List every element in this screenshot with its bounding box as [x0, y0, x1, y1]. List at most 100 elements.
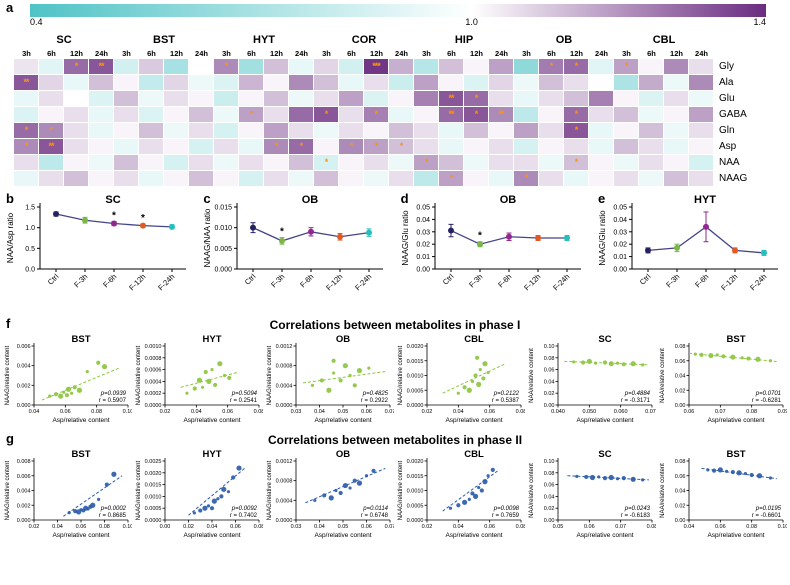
timepoint-header: 12h	[270, 49, 283, 58]
heatmap-cell	[389, 75, 414, 91]
panel-label-f: f	[6, 316, 11, 331]
svg-text:0.08: 0.08	[254, 409, 263, 415]
panel-label-b: b	[6, 191, 14, 206]
svg-text:0.040: 0.040	[551, 409, 565, 415]
phase2-scatter-row: 0.000 0.002 0.004 0.006 0.008 0.02 0.04 0.06 0.0…	[0, 448, 790, 544]
svg-text:0.0000: 0.0000	[276, 518, 293, 524]
heatmap-cell	[264, 75, 289, 91]
svg-text:p=0.4884: p=0.4884	[624, 391, 651, 397]
heatmap-cell	[214, 139, 239, 155]
timepoint-header: 3h	[322, 49, 331, 58]
svg-text:0.06: 0.06	[715, 524, 726, 530]
svg-text:SC: SC	[105, 194, 120, 206]
heatmap-cell	[639, 91, 664, 107]
heatmap-cell	[339, 171, 364, 187]
svg-text:0.05: 0.05	[553, 524, 564, 530]
timepoint-header: 24h	[95, 49, 108, 58]
heatmap-cell	[189, 155, 214, 171]
heatmap-cell: *	[439, 171, 464, 187]
svg-text:0.04: 0.04	[453, 524, 464, 530]
heatmap-cell: *	[289, 139, 314, 155]
svg-text:F-24h: F-24h	[551, 272, 571, 292]
svg-text:0.10: 0.10	[778, 524, 787, 530]
heatmap-cell	[114, 171, 139, 187]
heatmap-cell: *	[414, 155, 439, 171]
timepoint-header: 12h	[470, 49, 483, 58]
region-header-hip: HIP	[454, 34, 474, 46]
svg-text:0.070: 0.070	[645, 409, 656, 415]
heatmap-cell	[514, 59, 539, 75]
svg-text:0.02: 0.02	[422, 524, 433, 530]
svg-text:0.02: 0.02	[544, 391, 555, 397]
svg-text:r = 0.7402: r = 0.7402	[230, 513, 258, 519]
svg-text:OB: OB	[336, 449, 350, 460]
svg-text:r = 0.8685: r = 0.8685	[99, 513, 127, 519]
heatmap-cell	[439, 155, 464, 171]
svg-text:0.10: 0.10	[123, 409, 132, 415]
heatmap-cell	[214, 75, 239, 91]
heatmap-cell	[414, 107, 439, 123]
colorbar-mid-label: 1.0	[465, 17, 478, 27]
heatmap-cell	[214, 107, 239, 123]
svg-text:0.06: 0.06	[544, 368, 555, 374]
heatmap-cell: ***	[364, 59, 389, 75]
svg-text:F-6h: F-6h	[693, 272, 710, 289]
svg-text:F-12h: F-12h	[325, 272, 345, 292]
heatmap-cell: *	[14, 123, 39, 139]
heatmap-cell	[489, 59, 514, 75]
heatmap-cell	[39, 75, 64, 91]
svg-text:0.0015: 0.0015	[407, 474, 424, 480]
svg-text:0.002: 0.002	[17, 503, 31, 509]
svg-text:0.06: 0.06	[675, 474, 686, 480]
svg-text:r = -0.6183: r = -0.6183	[621, 513, 651, 519]
significance-star: *	[574, 157, 579, 167]
significance-star: *	[449, 173, 454, 183]
heatmap-cell	[389, 107, 414, 123]
timepoint-header: 3h	[122, 49, 131, 58]
heatmap-cell	[614, 139, 639, 155]
metabolite-row-label: Gly	[719, 61, 734, 72]
svg-text:0.04: 0.04	[675, 374, 686, 380]
svg-text:NAAG/relative content: NAAG/relative content	[398, 460, 404, 520]
svg-text:0.02: 0.02	[675, 503, 686, 509]
svg-text:0.07: 0.07	[385, 409, 394, 415]
svg-text:BST: BST	[727, 334, 746, 345]
svg-text:0.002: 0.002	[17, 383, 31, 389]
heatmap-row-gln: * * * Gln	[14, 123, 790, 139]
svg-text:0.05: 0.05	[338, 524, 349, 530]
svg-text:F-3h: F-3h	[664, 272, 681, 289]
heatmap-cell	[39, 107, 64, 123]
timepoint-header: 6h	[547, 49, 556, 58]
scatter-f-ob-2: 0.0000 0.0004 0.0008 0.0012 0.03 0.04 0.05 0.06…	[267, 334, 394, 424]
heatmap-cell: *	[314, 107, 339, 123]
timepoint-header: 12h	[70, 49, 83, 58]
heatmap-cell	[314, 139, 339, 155]
significance-star: **	[448, 109, 454, 119]
heatmap-cell	[589, 155, 614, 171]
heatmap-cell: *	[564, 59, 589, 75]
significance-star: **	[448, 93, 454, 103]
svg-text:0.08: 0.08	[675, 344, 686, 350]
heatmap-cell	[264, 107, 289, 123]
metabolite-row-label: Asp	[719, 141, 737, 152]
heatmap-cell	[414, 75, 439, 91]
svg-text:0.000: 0.000	[17, 518, 31, 524]
heatmap-cell	[339, 155, 364, 171]
svg-text:0.004: 0.004	[17, 489, 31, 495]
svg-text:p=0.5094: p=0.5094	[231, 391, 258, 397]
heatmap-cell	[589, 59, 614, 75]
significance-star: **	[48, 141, 54, 151]
heatmap-row-naag: * * NAAG	[14, 171, 790, 187]
significance-star: *	[474, 93, 479, 103]
svg-text:Asp/relative content: Asp/relative content	[445, 532, 502, 539]
significance-star: *	[549, 61, 554, 71]
svg-text:0.005: 0.005	[215, 246, 233, 253]
heatmap-cell	[164, 139, 189, 155]
svg-text:*: *	[112, 210, 116, 221]
svg-text:0.0010: 0.0010	[145, 344, 162, 350]
panel-d: d 0.00 0.01 0.02 0.03 0.04 0.05 Ctrl F-3h F-6h F-…	[399, 191, 589, 314]
heatmap-cell	[39, 59, 64, 75]
heatmap-cell	[389, 171, 414, 187]
svg-text:0.04: 0.04	[675, 489, 686, 495]
timepoint-header: 3h	[222, 49, 231, 58]
